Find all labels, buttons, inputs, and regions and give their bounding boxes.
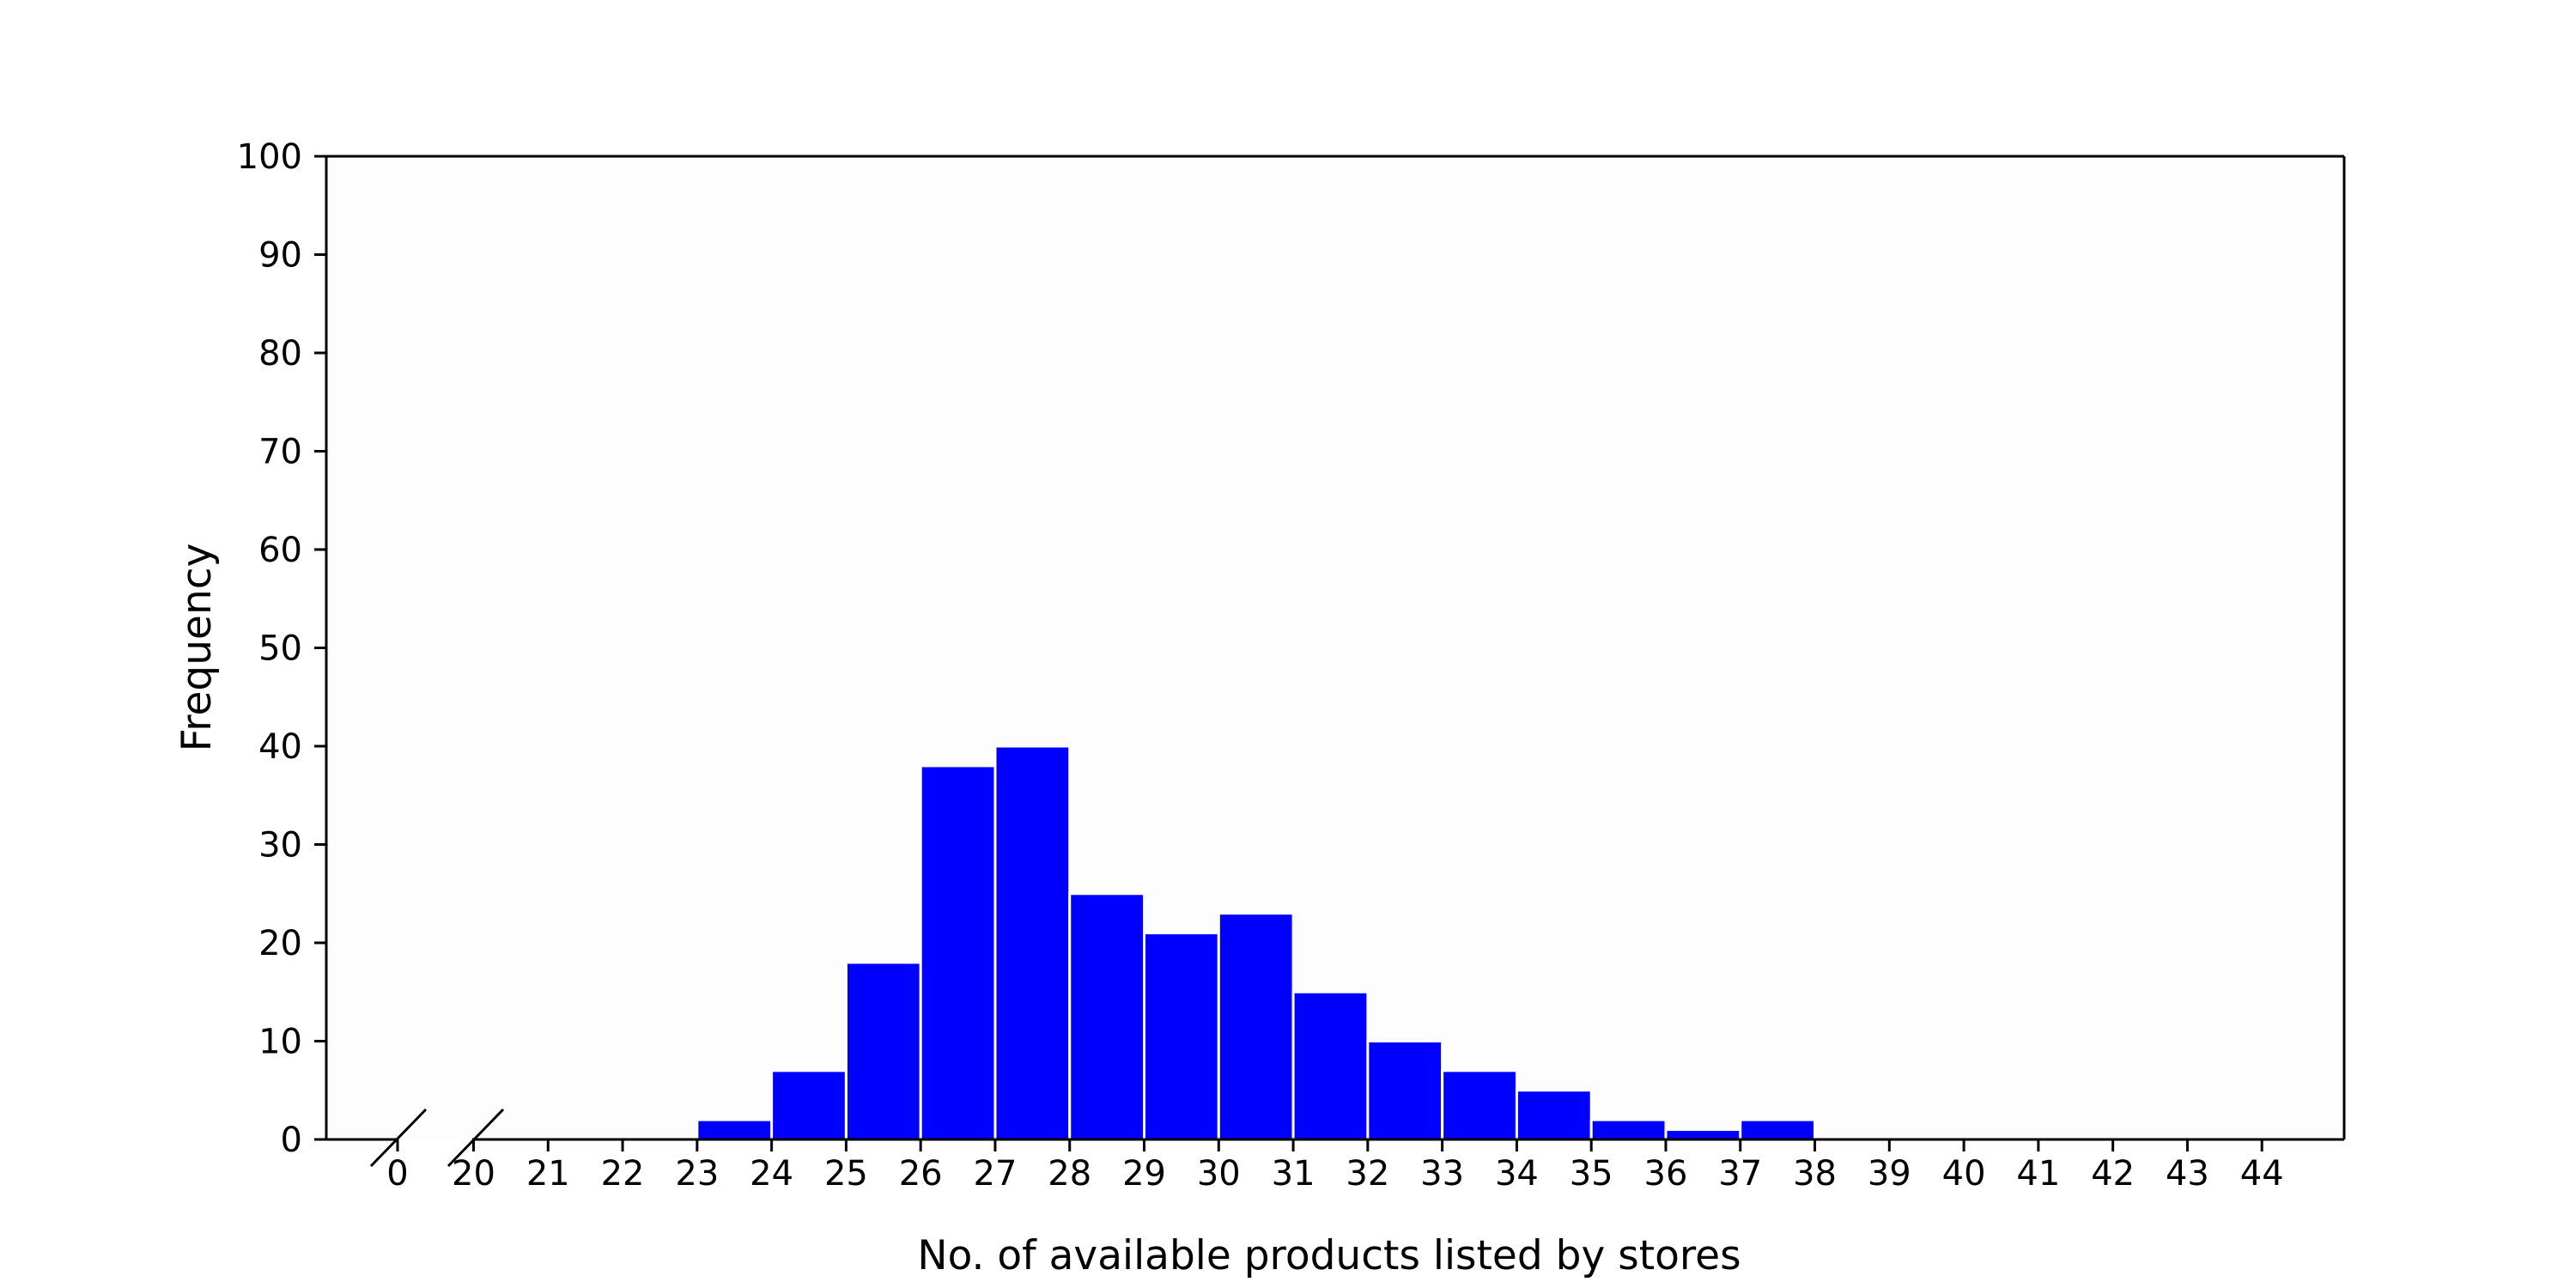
histogram-bar-33 (1441, 1069, 1518, 1141)
x-tick-label: 40 (1942, 1154, 1986, 1194)
plot-area-background (326, 156, 2344, 1139)
histogram-bar-24 (770, 1069, 848, 1141)
histogram-bar-23 (696, 1118, 774, 1141)
y-tick-label: 90 (258, 236, 302, 276)
x-tick-label: 36 (1644, 1154, 1688, 1194)
x-tick-label: 34 (1495, 1154, 1539, 1194)
y-tick-label: 50 (258, 629, 302, 669)
histogram-bar-32 (1366, 1040, 1444, 1141)
histogram-bar-35 (1589, 1118, 1668, 1141)
x-tick-label: 30 (1197, 1154, 1241, 1194)
histogram-bar-27 (993, 744, 1072, 1141)
y-tick-label: 10 (258, 1023, 302, 1062)
x-tick-label: 28 (1048, 1154, 1091, 1194)
y-tick-label: 100 (237, 137, 302, 177)
x-tick-label: 21 (526, 1154, 570, 1194)
x-tick-label: 27 (974, 1154, 1018, 1194)
histogram-bar-28 (1068, 892, 1146, 1141)
x-tick-label: 43 (2166, 1154, 2209, 1194)
x-ticks-group: 0 20 21 22 23 24 25 26 27 28 29 30 31 32 33 34 35 36 37 38 3… (386, 1139, 2284, 1194)
x-tick-label: 37 (1718, 1154, 1762, 1194)
histogram-bar-26 (919, 764, 997, 1141)
y-tick-label: 40 (258, 727, 302, 767)
y-tick-label: 20 (258, 924, 302, 963)
x-tick-label: 33 (1420, 1154, 1464, 1194)
y-tick-label: 70 (258, 433, 302, 472)
axis-break-mark-right (447, 1108, 505, 1168)
x-tick-label: 25 (824, 1154, 868, 1194)
x-tick-label: 26 (899, 1154, 943, 1194)
x-tick-label: 24 (750, 1154, 793, 1194)
x-tick-label: 0 (386, 1154, 408, 1194)
x-tick-label: 31 (1272, 1154, 1315, 1194)
x-tick-label: 41 (2016, 1154, 2060, 1194)
x-tick-label: 32 (1346, 1154, 1389, 1194)
y-ticks-group: 0 10 20 30 40 50 60 70 80 90 100 (237, 137, 326, 1160)
histogram-bar-30 (1217, 912, 1295, 1141)
y-tick-label: 80 (258, 334, 302, 374)
x-tick-label: 42 (2091, 1154, 2135, 1194)
x-tick-label: 39 (1868, 1154, 1911, 1194)
y-tick-label: 30 (258, 826, 302, 866)
y-axis-label: Frequency (173, 544, 221, 752)
axis-break-mark-left (369, 1108, 428, 1168)
histogram-bar-36 (1664, 1128, 1742, 1141)
x-tick-label: 23 (675, 1154, 719, 1194)
y-tick-label: 0 (281, 1121, 302, 1160)
histogram-bar-25 (844, 961, 922, 1141)
histogram-bar-37 (1739, 1118, 1817, 1141)
histogram-bar-29 (1143, 932, 1220, 1141)
bars-group (696, 744, 1817, 1141)
y-tick-label: 60 (258, 531, 302, 570)
histogram-bar-31 (1291, 990, 1370, 1141)
x-tick-label: 44 (2240, 1154, 2284, 1194)
x-axis-label: No. of available products listed by stor… (917, 1232, 1741, 1279)
x-tick-label: 38 (1793, 1154, 1837, 1194)
x-tick-label: 35 (1570, 1154, 1613, 1194)
x-tick-label: 20 (452, 1154, 495, 1194)
x-tick-label: 29 (1122, 1154, 1166, 1194)
histogram-bar-34 (1515, 1089, 1593, 1141)
x-tick-label: 22 (601, 1154, 645, 1194)
